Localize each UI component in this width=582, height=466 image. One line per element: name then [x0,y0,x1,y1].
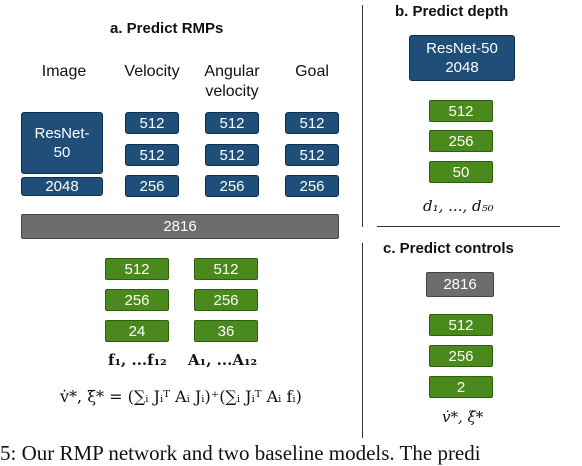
f-layer-1: 512 [105,258,169,280]
angular-layer-1: 512 [205,112,259,134]
depth-layer-2: 256 [429,130,493,152]
controls-input-layer: 2816 [426,272,494,297]
depth-resnet-line-2: 2048 [445,59,479,76]
controls-output-label: v̇*, ξ̇* [442,408,484,426]
resnet-50-block: ResNet- 50 [21,112,103,174]
column-label-velocity: Velocity [124,63,180,80]
angular-layer-3: 256 [205,175,259,197]
velocity-layer-1: 512 [125,112,179,134]
depth-resnet-block: ResNet-50 2048 [409,35,515,81]
velocity-layer-3: 256 [125,175,179,197]
depth-resnet-line-1: ResNet-50 [426,40,498,57]
vertical-divider-lower [362,243,363,438]
resnet-line-1: ResNet- [34,125,90,142]
depth-layer-1: 512 [429,100,493,122]
column-label-angular-velocity: Angular velocity [204,63,260,100]
depth-output-label: d₁, ..., d₅₀ [423,197,494,215]
f-layer-3: 24 [105,320,169,342]
vertical-divider-upper [362,5,363,227]
controls-layer-1: 512 [429,314,493,336]
goal-layer-3: 256 [285,175,339,197]
controls-layer-2: 256 [429,345,493,367]
depth-layer-3: 50 [429,161,493,183]
figure-caption: 5: Our RMP network and two baseline mode… [0,441,481,465]
concat-layer: 2816 [21,214,339,239]
goal-layer-1: 512 [285,112,339,134]
a-layer-2: 256 [194,289,258,311]
column-label-goal: Goal [295,63,329,80]
column-label-image: Image [41,63,87,80]
goal-layer-2: 512 [285,144,339,166]
a-output-label: A₁, ...A₁₂ [188,351,258,369]
f-layer-2: 256 [105,289,169,311]
f-output-label: f₁, ...f₁₂ [108,351,167,369]
controls-layer-3: 2 [429,376,493,398]
horizontal-divider [377,226,560,227]
a-layer-1: 512 [194,258,258,280]
rmp-equation: v̇*, ξ̇* = (∑ᵢ Jᵢᵀ Aᵢ Jᵢ)⁺(∑ᵢ Jᵢᵀ Aᵢ fᵢ) [60,387,302,406]
resnet-line-2: 50 [53,144,71,161]
panel-c-title: c. Predict controls [383,240,514,257]
panel-a-title: a. Predict RMPs [110,20,224,37]
panel-b-title: b. Predict depth [395,3,509,20]
resnet-output-layer: 2048 [21,177,103,196]
velocity-layer-2: 512 [125,144,179,166]
angular-layer-2: 512 [205,144,259,166]
a-layer-3: 36 [194,320,258,342]
